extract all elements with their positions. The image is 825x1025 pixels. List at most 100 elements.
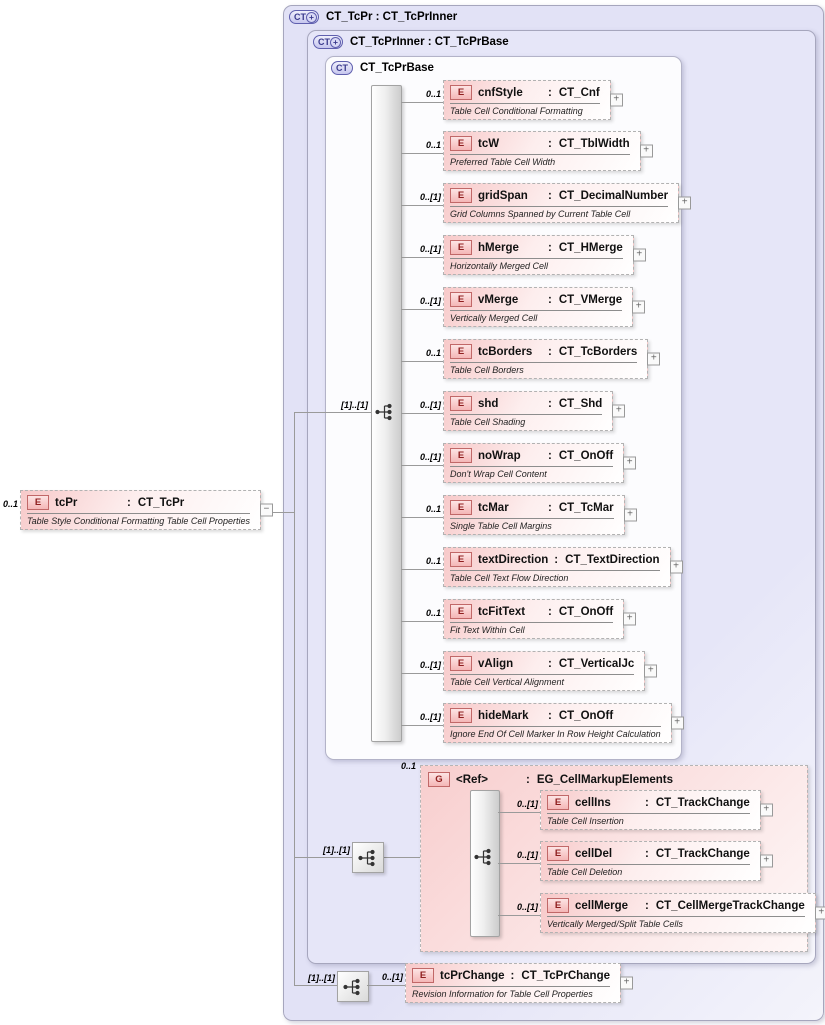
cardinality-label: 0..1 [425,608,441,618]
element-icon: E [450,344,472,359]
colon: : [510,969,515,982]
expand-icon[interactable]: + [678,196,692,210]
cardinality-label: 0..[1] [419,296,441,306]
connector-line [498,812,540,813]
connector-line [367,985,405,986]
element-annotation: Table Cell Text Flow Direction [450,570,660,583]
element-name: cellDel [575,847,613,860]
cardinality-label: 0..1 [2,499,18,509]
colon: : [554,553,559,566]
expand-icon[interactable]: + [814,906,825,920]
colon: : [548,345,552,358]
expand-icon[interactable]: + [623,612,637,626]
connector-line [401,569,443,570]
expand-icon[interactable]: + [669,560,683,574]
expand-icon[interactable]: + [609,93,623,107]
colon: : [127,496,131,509]
element-name: tcMar [478,501,509,514]
ct-plus-icon: + [330,37,341,48]
connector-line [498,863,540,864]
expand-icon[interactable]: + [612,404,626,418]
colon: : [645,796,649,809]
connector-line [401,102,443,103]
expand-icon[interactable]: + [644,664,658,678]
element-type: CT_OnOff [558,709,614,722]
expand-icon[interactable]: + [639,144,653,158]
element-icon: E [450,448,472,463]
connector-line [401,725,443,726]
expand-icon[interactable]: + [670,716,684,730]
element-annotation: Single Table Cell Margins [450,518,614,531]
element-name: vMerge [478,293,519,306]
connector-line [498,915,540,916]
connector-line [401,153,443,154]
colon: : [548,189,552,202]
element-icon: E [450,604,472,619]
expand-icon[interactable]: + [759,854,773,868]
expand-icon[interactable]: + [632,248,646,262]
box-title: CT_TcPr : CT_TcPrInner [326,11,458,23]
sequence-compositor[interactable] [337,971,369,1002]
colon: : [548,137,552,150]
element-annotation: Table Cell Insertion [547,813,750,826]
connector-line [269,512,294,513]
colon: : [548,605,552,618]
cardinality-label: 0..1 [425,504,441,514]
cardinality-label: 0..1 [425,348,441,358]
cardinality-label: 0..1 [400,761,416,771]
expand-icon[interactable]: + [632,300,646,314]
element-name: tcFitText [478,605,526,618]
element-name: cnfStyle [478,86,523,99]
expand-icon[interactable]: + [759,803,773,817]
element-name: tcBorders [478,345,533,358]
expand-icon[interactable]: + [620,976,633,990]
element-name: cellMerge [575,899,629,912]
expand-icon[interactable]: + [623,508,637,522]
expand-icon[interactable]: + [647,352,661,366]
complextype-derived-icon: CT + [289,10,319,24]
connector-line [401,413,443,414]
colon: : [548,449,552,462]
cardinality-label: 0..[1] [516,799,538,809]
expand-icon[interactable]: + [623,456,637,470]
element-type: CT_CellMergeTrackChange [655,899,805,912]
header-ct-tcprbase: CT CT_TcPrBase [331,61,434,75]
element-name: noWrap [478,449,521,462]
colon: : [548,293,552,306]
element-annotation: Ignore End Of Cell Marker In Row Height … [450,726,661,739]
element-type: CT_TcPr [137,496,185,509]
connector-line [401,465,443,466]
element-type: CT_TcBorders [558,345,638,358]
box-title: CT_TcPrBase [360,62,434,74]
collapse-icon[interactable]: − [259,503,273,517]
connector-trunk [294,412,295,985]
element-name: hMerge [478,241,519,254]
element-icon: E [27,495,49,510]
element-type: CT_TblWidth [558,137,630,150]
element-annotation: Table Cell Deletion [547,864,750,877]
connector-line [401,205,443,206]
sequence-compositor[interactable] [352,842,384,873]
cardinality-label: [1]..[1] [341,400,368,410]
connector-line [401,621,443,622]
element-type: CT_VerticalJc [558,657,635,670]
